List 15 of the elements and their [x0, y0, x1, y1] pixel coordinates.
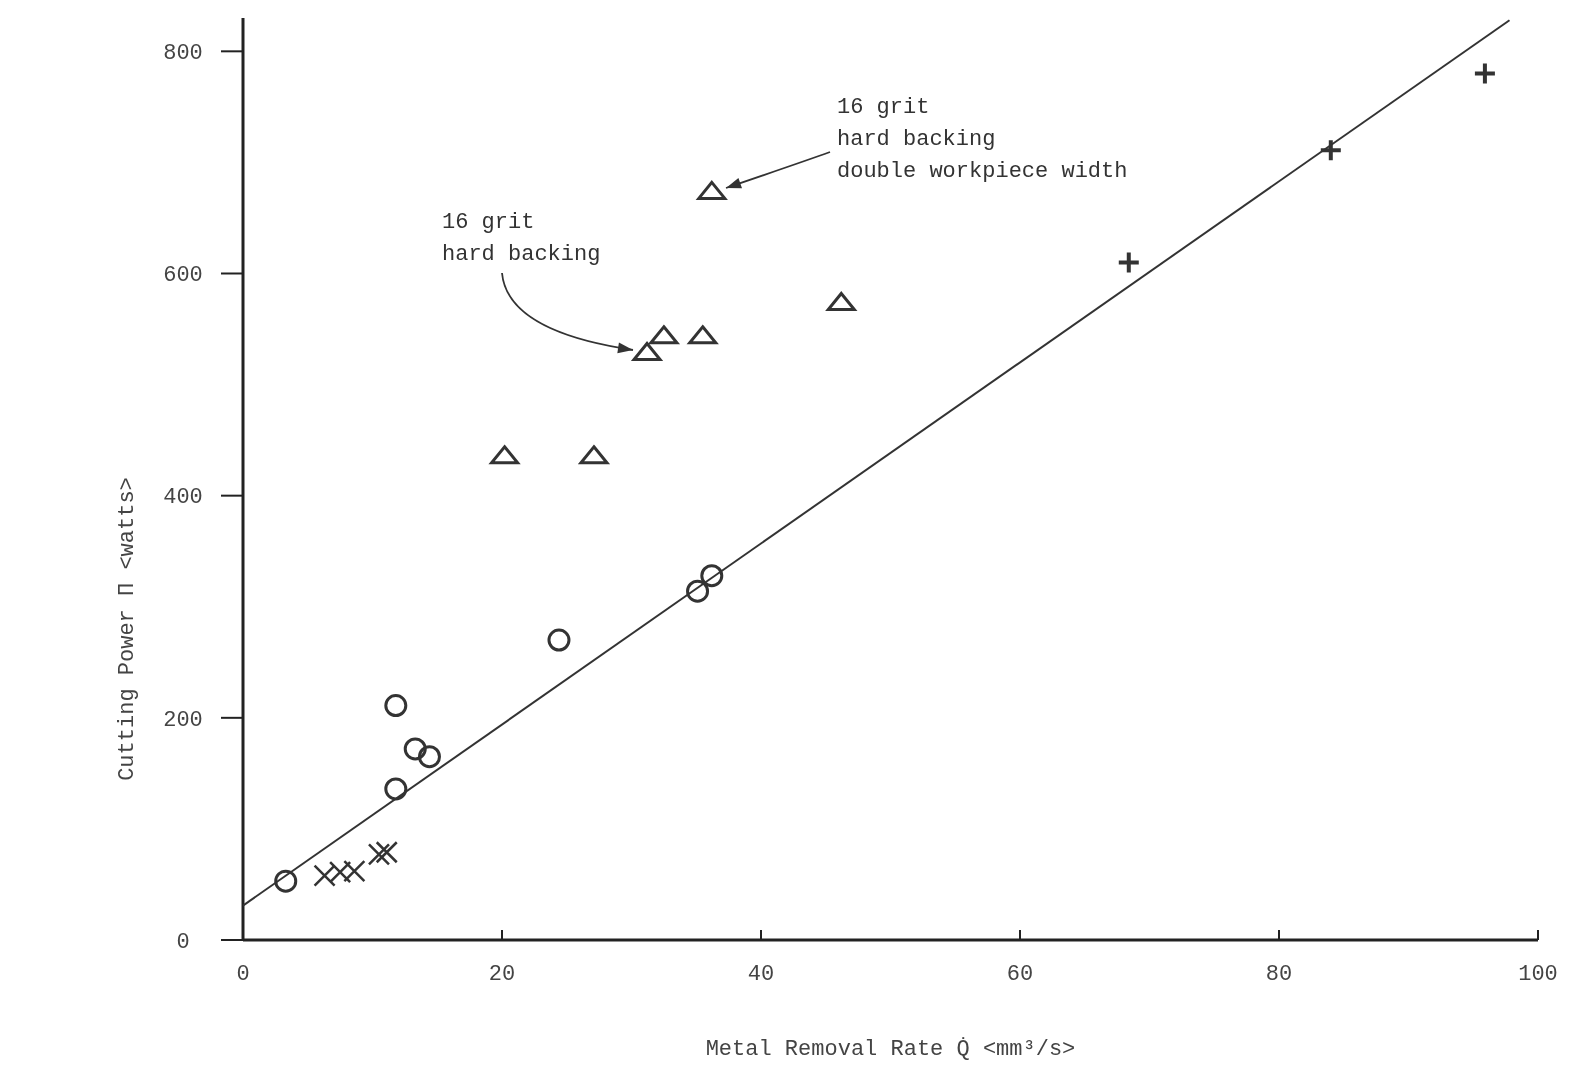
- x-tick-label: 20: [488, 962, 516, 987]
- x-tick-label: 80: [1265, 962, 1293, 987]
- x-tick-label: 40: [747, 962, 775, 987]
- y-tick-label: 200: [163, 707, 203, 733]
- y-axis-title: Cutting Power Π <watts>: [115, 477, 140, 781]
- x-axis-title: Metal Removal Rate Q̇ <mm³/s>: [705, 1037, 1076, 1062]
- y-tick-label: 800: [163, 41, 203, 67]
- annotation: 16 grit hard backing double workpiece width: [837, 95, 1128, 184]
- x-tick-label: 100: [1518, 962, 1558, 987]
- y-tick-label: 0: [176, 929, 190, 955]
- x-tick-label: 60: [1006, 962, 1034, 987]
- x-tick-label: 0: [236, 962, 250, 987]
- y-tick-label: 400: [163, 485, 203, 511]
- annotation: 16 grit hard backing: [442, 210, 601, 267]
- y-tick-label: 600: [163, 263, 203, 289]
